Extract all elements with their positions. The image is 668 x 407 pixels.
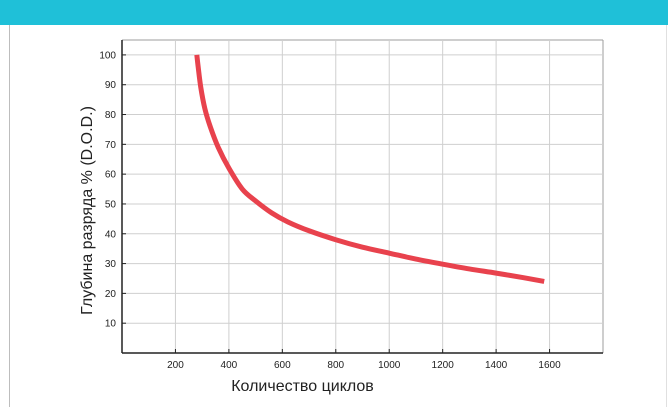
x-tick-label: 200 [167, 360, 184, 371]
y-tick-label: 50 [105, 199, 117, 210]
header-bar [0, 0, 668, 25]
left-border [9, 25, 10, 407]
x-tick-label: 1000 [378, 360, 401, 371]
y-axis-ticks: 10 20 30 40 50 60 70 80 90 100 [99, 50, 126, 330]
x-axis-ticks: 200 400 600 800 1000 1200 1400 1600 [167, 349, 561, 371]
grid [122, 39, 604, 353]
y-tick-label: 70 [105, 140, 117, 151]
y-tick-label: 40 [105, 229, 117, 240]
x-tick-label: 1200 [432, 360, 455, 371]
right-border [666, 25, 667, 407]
x-tick-label: 800 [327, 360, 344, 371]
y-tick-label: 20 [105, 289, 117, 300]
y-tick-label: 60 [105, 170, 117, 181]
y-tick-label: 80 [105, 110, 117, 121]
series-group [194, 54, 545, 284]
x-axis-title: Количество циклов [231, 378, 374, 395]
x-tick-label: 1400 [485, 360, 508, 371]
axes [121, 40, 603, 354]
x-tick-label: 600 [274, 360, 291, 371]
y-tick-label: 100 [99, 50, 116, 61]
series-line [194, 54, 545, 284]
x-tick-label: 1600 [538, 360, 561, 371]
y-axis-title: Глубина разряда % (D.O.D.) [79, 106, 96, 315]
y-tick-label: 10 [105, 319, 117, 330]
x-tick-label: 400 [221, 360, 238, 371]
y-tick-label: 90 [105, 80, 117, 91]
y-tick-label: 30 [105, 259, 117, 270]
